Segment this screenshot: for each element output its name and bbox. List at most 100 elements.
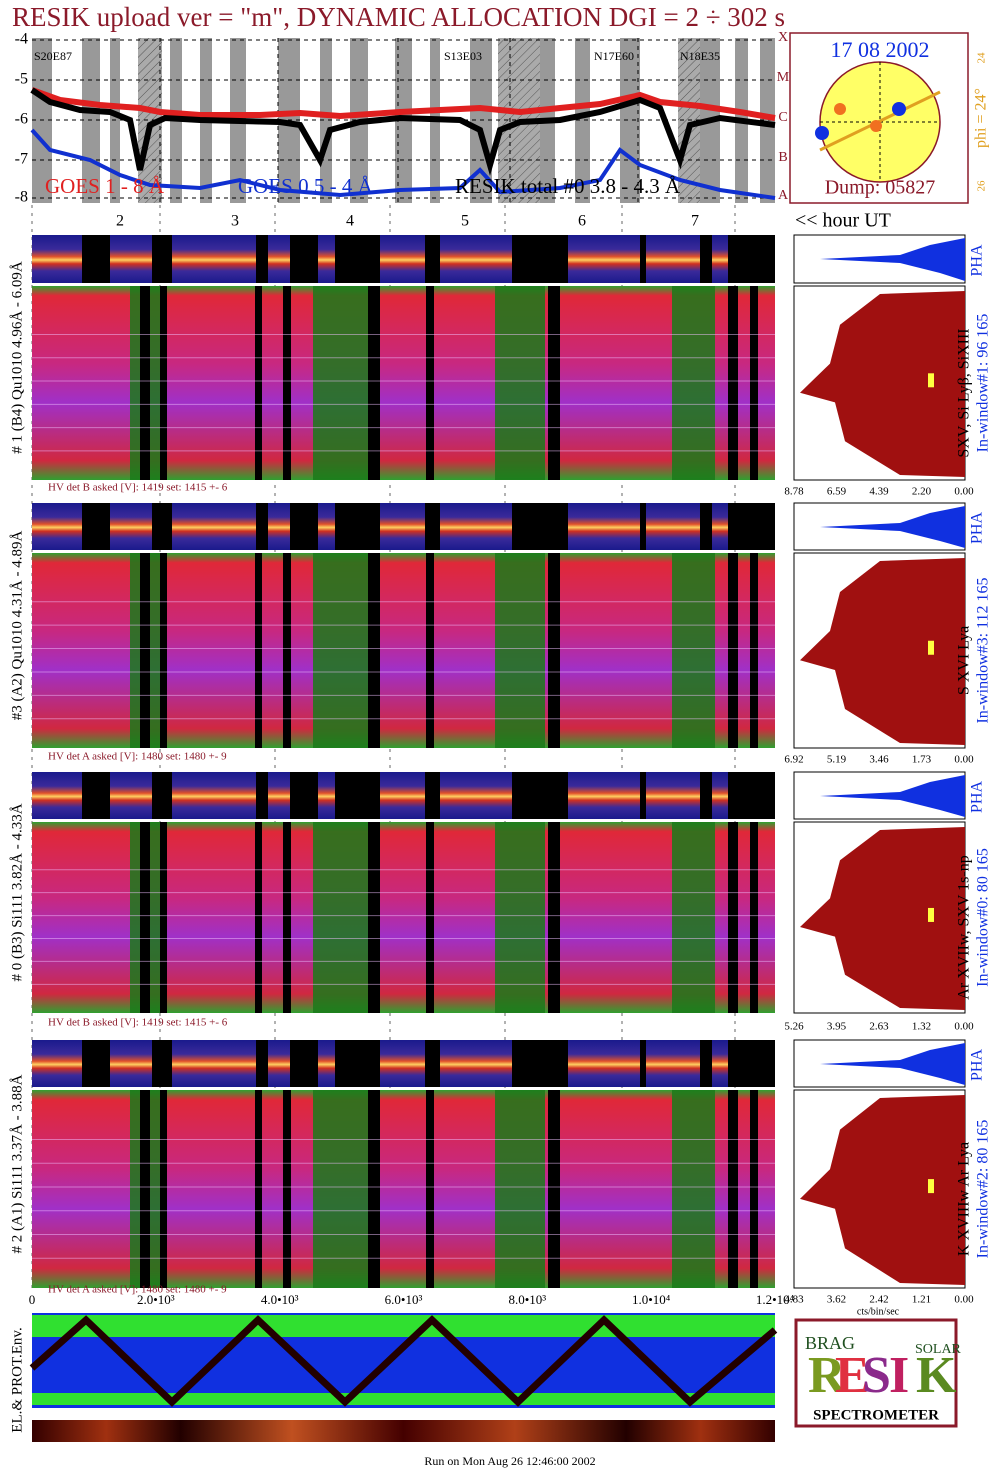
- hour-label: 5: [461, 213, 469, 230]
- pha-tick-label: 0.00: [954, 754, 974, 766]
- goes-panel: -4 X -5 M -6 C -7 B -8 A S20E87 S13E03 N17E60 N18E35 G…: [15, 30, 790, 205]
- pha-tick-label: 4.39: [869, 486, 889, 498]
- pha-tick-label: 3.46: [869, 754, 889, 766]
- spectrogram-stripe: [672, 553, 715, 748]
- x-tick-label: 0: [29, 1292, 36, 1307]
- band-gap: [425, 503, 440, 550]
- pha-band: [820, 775, 965, 817]
- goes-legend: GOES 0.5 - 4 Å: [238, 174, 374, 198]
- logo-letter: R: [808, 1347, 847, 1404]
- x-tick-label: 1.2•10⁴: [756, 1292, 795, 1307]
- band-gap: [256, 1040, 268, 1087]
- pha-marker: [928, 640, 934, 655]
- pha-tick-label: 2.63: [869, 1021, 889, 1033]
- x-tick-label: 1.0•10⁴: [632, 1292, 671, 1307]
- spectrogram-gap: [160, 286, 167, 480]
- band-gap: [82, 1040, 110, 1087]
- band-gap: [82, 503, 110, 550]
- band-spectrum: [32, 772, 775, 819]
- spectrogram-gap: [160, 822, 167, 1013]
- sun-lat: 24: [976, 52, 988, 64]
- hour-caption: << hour UT: [795, 210, 891, 232]
- pha-band: [820, 238, 965, 281]
- sun-spot: [834, 103, 846, 115]
- pha-marker: [928, 907, 934, 922]
- sun-spot: [892, 102, 906, 116]
- goes-curve: [30, 128, 776, 200]
- pha-unit: cts/bin/sec: [857, 1306, 900, 1317]
- logo-frame: [794, 1318, 958, 1428]
- band-gap: [256, 503, 268, 550]
- window-label: In-window#2: 80 165: [975, 1120, 992, 1259]
- spectrogram-stripe: [495, 822, 545, 1013]
- band-gap: [728, 235, 775, 283]
- x-tick-label: 4.0•10³: [261, 1292, 299, 1307]
- band-gap: [152, 772, 172, 819]
- spectrogram-stripe: [495, 553, 545, 748]
- pha-histogram: [800, 558, 965, 745]
- band-gap: [728, 503, 775, 550]
- band-gap: [290, 235, 318, 283]
- env-band: [32, 1393, 775, 1405]
- sun-lat: 26: [976, 180, 988, 192]
- spectrogram-gap: [750, 1090, 758, 1288]
- band-spectrum: [32, 1040, 775, 1087]
- goes-shade: [320, 38, 332, 203]
- lines-label: SXV, Si Lyβ, SiXIII: [956, 328, 973, 457]
- spectrogram-stripe: [313, 286, 370, 480]
- pha-label: PHA: [969, 512, 986, 544]
- band-spectrum: [32, 503, 775, 550]
- detector-label: # 2 (A1) Si111 3.37Å - 3.88Å: [9, 1074, 25, 1253]
- hour-label: 2: [116, 213, 124, 230]
- spectrogram-stripe: [495, 1090, 545, 1288]
- window-label: In-window#1: 96 165: [975, 314, 992, 453]
- spectrogram-stripe: [672, 822, 715, 1013]
- x-tick-label: 2.0•10³: [137, 1292, 175, 1307]
- hour-label: 7: [691, 213, 699, 230]
- hour-label: 4: [346, 213, 354, 230]
- band-gap: [700, 772, 712, 819]
- band-gap: [290, 1040, 318, 1087]
- window-label: In-window#3: 112 165: [975, 577, 992, 723]
- hv-label: HV det A asked [V]: 1480 set: 1480 +- 9: [48, 1284, 227, 1296]
- sun-phi: phi = 24°: [973, 88, 990, 148]
- region-label: N17E60: [594, 49, 634, 63]
- goes-curve: [30, 87, 776, 121]
- pha-tick-label: 6.59: [827, 486, 847, 498]
- region-label: S20E87: [34, 49, 72, 63]
- band-gap: [425, 1040, 440, 1087]
- goes-shade: [575, 38, 590, 203]
- logo-text: SPECTROMETER: [813, 1407, 939, 1423]
- hv-label: HV det B asked [V]: 1419 set: 1415 +- 6: [48, 482, 228, 494]
- logo-letter: I: [889, 1347, 909, 1404]
- logo-letter: S: [862, 1347, 891, 1404]
- band-gap: [700, 503, 712, 550]
- spectrogram-gap: [255, 1090, 262, 1288]
- sun-orbit: [819, 90, 941, 152]
- pha-tick-label: 6.92: [784, 754, 803, 766]
- goes-shade: [760, 38, 775, 203]
- pha-band: [820, 506, 965, 548]
- pha-tick-label: 0.00: [954, 486, 974, 498]
- pha-tick-label: 1.73: [912, 754, 932, 766]
- band-gap: [335, 235, 380, 283]
- pha-tick-label: 5.19: [827, 754, 847, 766]
- spectrogram-gap: [750, 553, 758, 748]
- band-gap: [512, 503, 568, 550]
- spectrogram-gap: [426, 553, 434, 748]
- pha-marker: [928, 373, 934, 388]
- goes-legend: RESIK total #0 3.8 - 4.3 Å: [455, 174, 681, 198]
- pha-label: PHA: [969, 1049, 986, 1081]
- goes-curve: [30, 87, 776, 176]
- env-orbit: [29, 1315, 778, 1407]
- band-gap: [290, 772, 318, 819]
- detector-label: # 1 (B4) Qu1010 4.96Å - 6.09Å: [9, 261, 25, 454]
- pha-band: [820, 1043, 965, 1085]
- spectrogram-gap: [750, 286, 758, 480]
- y-tick-label: -5: [15, 71, 28, 88]
- spectrogram-stripe: [313, 553, 370, 748]
- logo-letter: E: [835, 1347, 870, 1404]
- region-label: N18E35: [680, 49, 720, 63]
- hour-label: 3: [231, 213, 239, 230]
